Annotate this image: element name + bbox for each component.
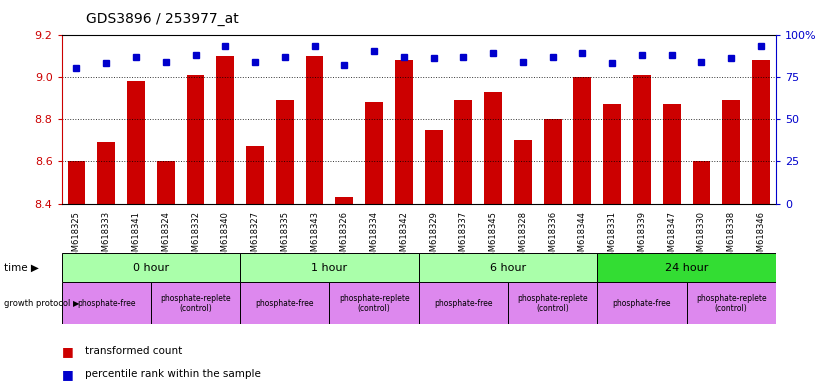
Bar (573, 77, 591, 204)
Text: time ▶: time ▶ (4, 263, 39, 273)
Bar (424, 129, 443, 204)
Bar (151, 282, 240, 324)
Text: 0 hour: 0 hour (133, 263, 169, 273)
Text: phosphate-free: phosphate-free (434, 299, 493, 308)
Text: transformed count: transformed count (85, 346, 181, 356)
Bar (186, 74, 204, 204)
Text: 24 hour: 24 hour (665, 263, 709, 273)
Bar (663, 104, 681, 204)
Text: 6 hour: 6 hour (490, 263, 526, 273)
Bar (598, 282, 686, 324)
Bar (544, 119, 562, 204)
Bar (598, 253, 776, 282)
Bar (216, 56, 234, 204)
Bar (157, 161, 175, 204)
Bar (62, 253, 240, 282)
Bar (419, 282, 508, 324)
Bar (603, 104, 621, 204)
Bar (329, 282, 419, 324)
Bar (97, 142, 115, 204)
Bar (395, 60, 413, 204)
Text: ■: ■ (62, 345, 73, 358)
Text: phosphate-replete
(control): phosphate-replete (control) (160, 294, 231, 313)
Bar (276, 100, 294, 204)
Bar (335, 197, 353, 204)
Text: GDS3896 / 253977_at: GDS3896 / 253977_at (86, 12, 239, 25)
Bar (508, 282, 597, 324)
Bar (454, 100, 472, 204)
Bar (693, 161, 710, 204)
Bar (240, 253, 419, 282)
Text: 1 hour: 1 hour (311, 263, 347, 273)
Bar (722, 100, 740, 204)
Text: ■: ■ (62, 368, 73, 381)
Bar (752, 60, 770, 204)
Bar (305, 56, 323, 204)
Bar (686, 282, 776, 324)
Text: phosphate-replete
(control): phosphate-replete (control) (696, 294, 767, 313)
Bar (127, 81, 144, 204)
Bar (484, 92, 502, 204)
Bar (633, 74, 651, 204)
Bar (246, 147, 264, 204)
Bar (62, 282, 151, 324)
Bar (365, 102, 383, 204)
Bar (419, 253, 597, 282)
Text: percentile rank within the sample: percentile rank within the sample (85, 369, 260, 379)
Text: phosphate-replete
(control): phosphate-replete (control) (517, 294, 588, 313)
Bar (514, 140, 532, 204)
Text: growth protocol ▶: growth protocol ▶ (4, 299, 80, 308)
Text: phosphate-replete
(control): phosphate-replete (control) (339, 294, 410, 313)
Bar (240, 282, 329, 324)
Bar (67, 161, 85, 204)
Text: phosphate-free: phosphate-free (77, 299, 135, 308)
Text: phosphate-free: phosphate-free (255, 299, 314, 308)
Text: phosphate-free: phosphate-free (612, 299, 672, 308)
